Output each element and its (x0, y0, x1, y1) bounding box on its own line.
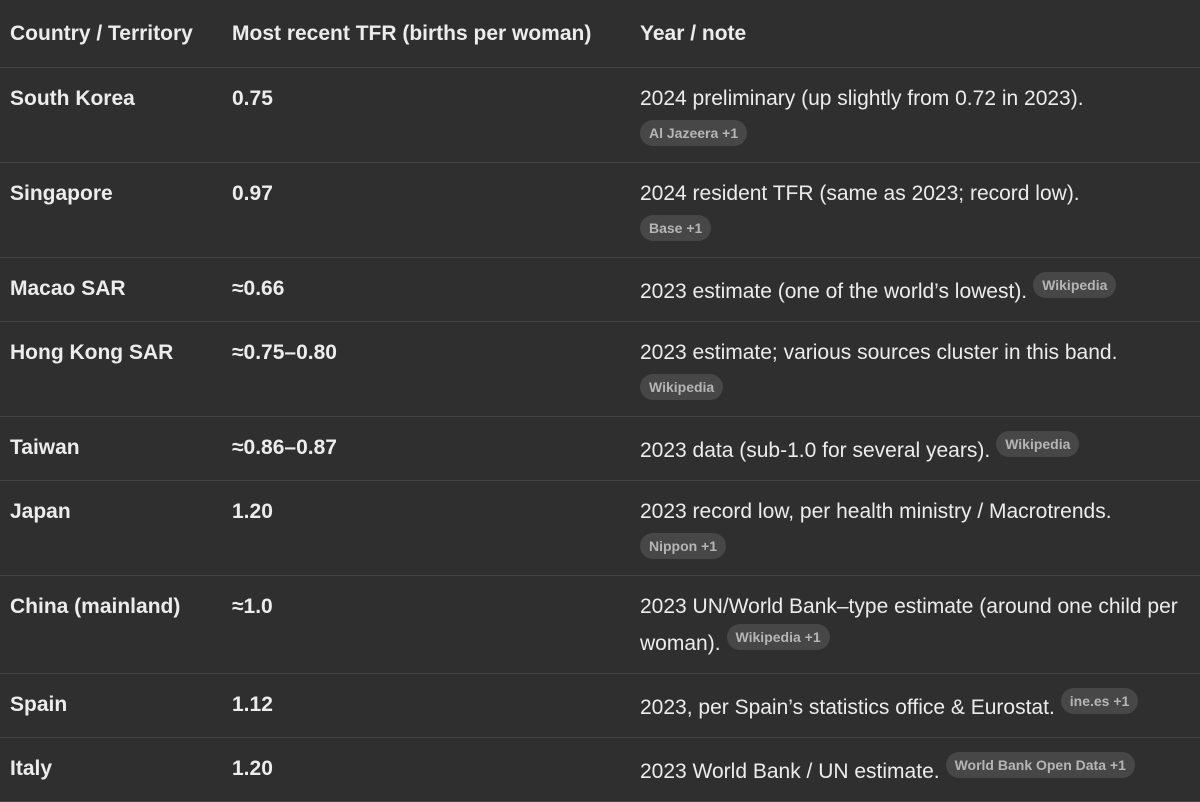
source-badge[interactable]: Wikipedia +1 (726, 624, 830, 650)
note-cell: 2023 estimate; various sources cluster i… (640, 336, 1195, 404)
note-text: 2023 estimate (one of the world’s lowest… (640, 280, 1028, 303)
source-badge[interactable]: Al Jazeera +1 (640, 120, 748, 147)
table-row: Macao SAR ≈0.66 2023 estimate (one of the … (0, 258, 1200, 322)
source-badge[interactable]: World Bank Open Data +1 (945, 752, 1135, 778)
country-cell: Singapore (10, 182, 113, 205)
tfr-cell: 1.20 (232, 500, 273, 523)
note-text: 2023, per Spain’s statistics office & Eu… (640, 696, 1055, 719)
country-cell: South Korea (10, 87, 135, 110)
note-cell: 2023, per Spain’s statistics office & Eu… (640, 688, 1195, 725)
source-badge[interactable]: Wikipedia (1033, 272, 1117, 298)
note-cell: 2023 World Bank / UN estimate. World Bank… (640, 752, 1195, 789)
country-cell: Spain (10, 693, 68, 716)
country-cell: Hong Kong SAR (10, 341, 174, 364)
note-text: 2023 UN/World Bank–type estimate (around… (640, 595, 1178, 655)
note-text: 2023 data (sub-1.0 for several years). (640, 439, 991, 462)
tfr-cell: 0.97 (232, 182, 273, 205)
tfr-cell: 1.12 (232, 693, 273, 716)
table-row: China (mainland) ≈1.0 2023 UN/World Bank–t… (0, 576, 1200, 674)
tfr-cell: ≈1.0 (232, 595, 273, 618)
note-text: 2023 record low, per health ministry / M… (640, 500, 1112, 523)
source-badge[interactable]: Nippon +1 (640, 533, 727, 560)
note-cell: 2024 preliminary (up slightly from 0.72 … (640, 82, 1195, 150)
source-badge[interactable]: Wikipedia (640, 374, 724, 401)
tfr-cell: ≈0.86–0.87 (232, 436, 337, 459)
table-row: Hong Kong SAR ≈0.75–0.80 2023 estimate; va… (0, 322, 1200, 417)
country-cell: China (mainland) (10, 595, 181, 618)
source-badge[interactable]: Wikipedia (996, 431, 1080, 457)
note-text: 2023 estimate; various sources cluster i… (640, 341, 1118, 364)
note-text: 2023 World Bank / UN estimate. (640, 760, 940, 783)
tfr-cell: 1.20 (232, 757, 273, 780)
table-row: Italy 1.20 2023 World Bank / UN estimate. W… (0, 738, 1200, 802)
note-cell: 2023 UN/World Bank–type estimate (around… (640, 590, 1195, 661)
table-row: Singapore 0.97 2024 resident TFR (same as … (0, 163, 1200, 258)
country-cell: Japan (10, 500, 71, 523)
header-cell: Country / Territory (10, 21, 193, 45)
tfr-cell: ≈0.75–0.80 (232, 341, 337, 364)
note-cell: 2023 data (sub-1.0 for several years). Wi… (640, 431, 1195, 468)
note-text: 2024 preliminary (up slightly from 0.72 … (640, 87, 1084, 110)
header-cell: Year / note (640, 21, 747, 45)
note-cell: 2024 resident TFR (same as 2023; record … (640, 177, 1195, 245)
table-row: South Korea 0.75 2024 preliminary (up slig… (0, 68, 1200, 163)
note-cell: 2023 estimate (one of the world’s lowest… (640, 272, 1195, 309)
table-row: Spain 1.12 2023, per Spain’s statistics of… (0, 674, 1200, 738)
tfr-cell: ≈0.66 (232, 277, 285, 300)
header-row: Country / Territory Most recent TFR (bir… (0, 0, 1200, 68)
note-cell: 2023 record low, per health ministry / M… (640, 495, 1195, 563)
header-cell: Most recent TFR (births per woman) (232, 21, 592, 45)
country-cell: Macao SAR (10, 277, 126, 300)
note-text: 2024 resident TFR (same as 2023; record … (640, 182, 1080, 205)
table-row: Taiwan ≈0.86–0.87 2023 data (sub-1.0 for s… (0, 417, 1200, 481)
tfr-cell: 0.75 (232, 87, 273, 110)
country-cell: Italy (10, 757, 53, 780)
source-badge[interactable]: ine.es +1 (1060, 688, 1139, 714)
source-badge[interactable]: Base +1 (640, 215, 712, 242)
country-cell: Taiwan (10, 436, 80, 459)
table-row: Japan 1.20 2023 record low, per health min… (0, 481, 1200, 576)
